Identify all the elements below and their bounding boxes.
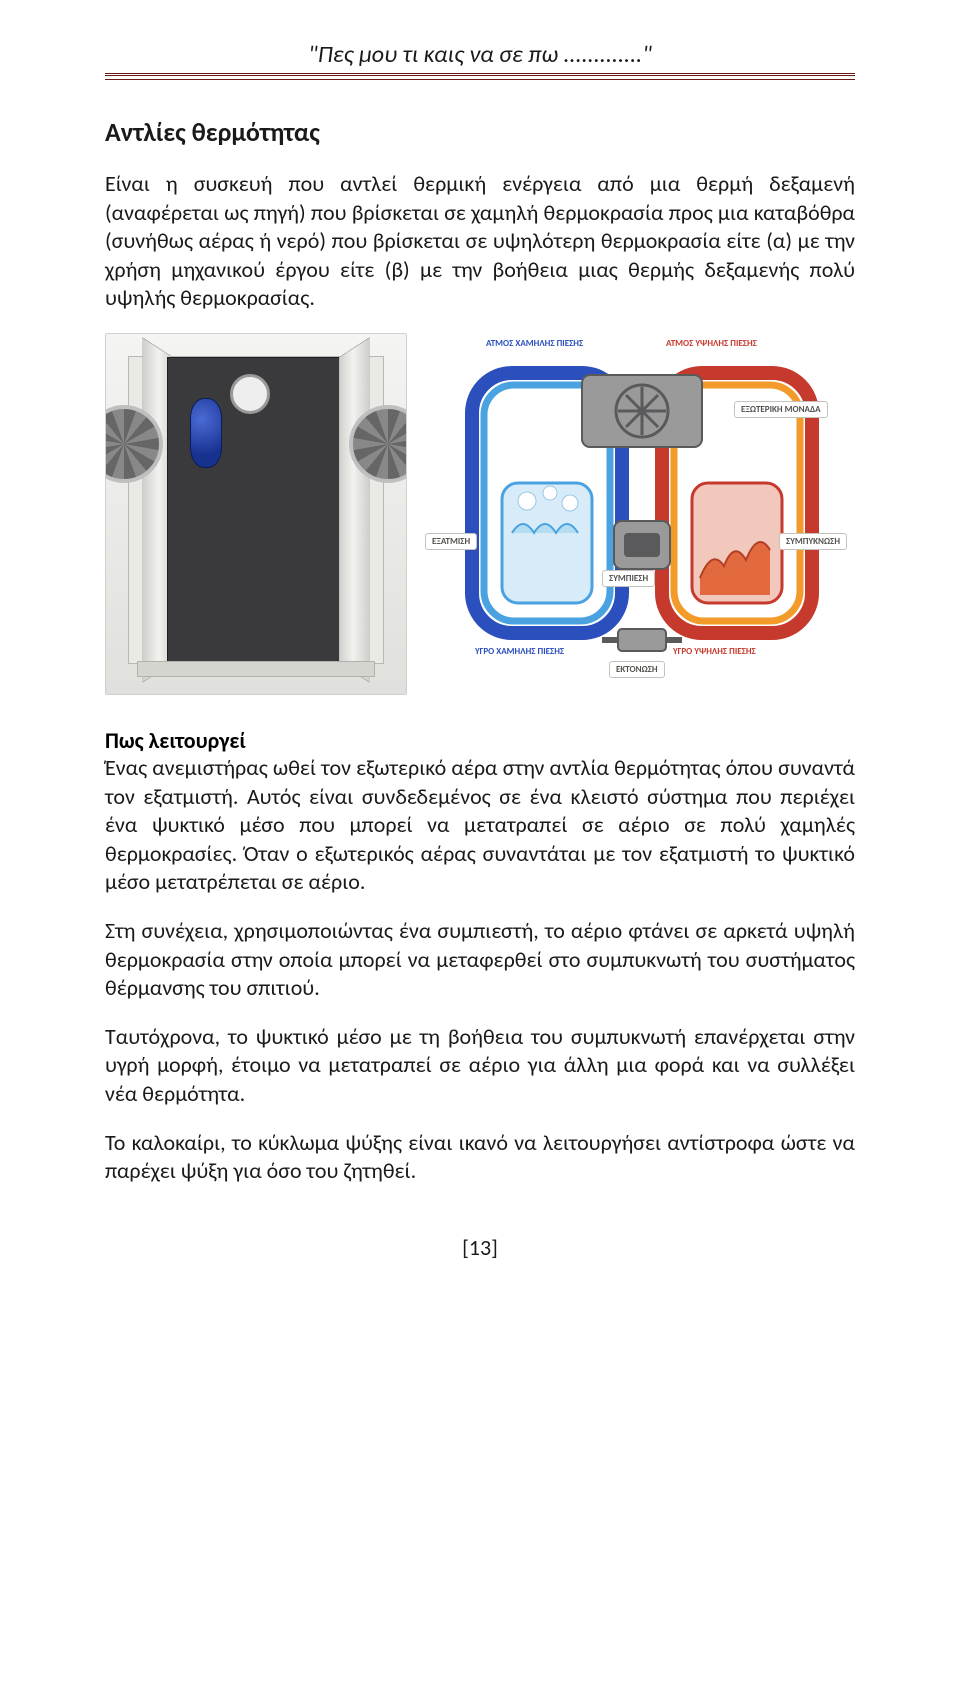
page: "Πες μου τι καις να σε πω ............."… xyxy=(0,0,960,1301)
cycle-diagram: ΑΤΜΟΣ ΧΑΜΗΛΗΣ ΠΙΕΣΗΣ ΑΤΜΟΣ ΥΨΗΛΗΣ ΠΙΕΣΗΣ… xyxy=(429,333,855,693)
gauge-icon xyxy=(230,374,270,414)
running-head: "Πες μου τι καις να σε πω ............." xyxy=(105,40,855,69)
label-high-steam: ΑΤΜΟΣ ΥΨΗΛΗΣ ΠΙΕΣΗΣ xyxy=(664,337,759,350)
heat-pump-photo xyxy=(105,333,407,695)
plinth xyxy=(137,661,375,677)
label-high-liquid: ΥΓΡΟ ΥΨΗΛΗΣ ΠΙΕΣΗΣ xyxy=(671,645,758,658)
label-outdoor-unit: ΕΞΩΤΕΡΙΚΗ ΜΟΝΑΔΑ xyxy=(734,401,828,418)
para-1: Ένας ανεμιστήρας ωθεί τον εξωτερικό αέρα… xyxy=(105,754,855,897)
para-4: Το καλοκαίρι, το κύκλωμα ψύξης είναι ικα… xyxy=(105,1129,855,1186)
label-low-steam: ΑΤΜΟΣ ΧΑΜΗΛΗΣ ΠΙΕΣΗΣ xyxy=(484,337,585,350)
top-rule xyxy=(105,73,855,80)
figure-row: ΑΤΜΟΣ ΧΑΜΗΛΗΣ ΠΙΕΣΗΣ ΑΤΜΟΣ ΥΨΗΛΗΣ ΠΙΕΣΗΣ… xyxy=(105,333,855,695)
section-title: Αντλίες θερμότητας xyxy=(105,116,855,148)
label-condensation: ΣΥΜΠΥΚΝΩΣΗ xyxy=(779,533,847,550)
label-evaporation: ΕΞΑΤΜΙΣΗ xyxy=(425,533,477,550)
para-3: Ταυτόχρονα, το ψυκτικό μέσο με τη βοήθει… xyxy=(105,1023,855,1109)
unit-core xyxy=(167,357,345,663)
cycle-svg xyxy=(429,333,855,693)
how-heading: Πως λειτουργεί xyxy=(105,727,855,754)
door-right xyxy=(339,337,370,683)
label-compression: ΣΥΜΠΙΕΣΗ xyxy=(602,570,655,587)
expansion-tank-icon xyxy=(190,398,222,468)
page-number: [13] xyxy=(105,1234,855,1261)
label-expansion: ΕΚΤΟΝΩΣΗ xyxy=(609,661,665,678)
unit-casing xyxy=(128,356,384,664)
label-low-liquid: ΥΓΡΟ ΧΑΜΗΛΗΣ ΠΙΕΣΗΣ xyxy=(473,645,566,658)
para-2: Στη συνέχεια, χρησιμοποιώντας ένα συμπιε… xyxy=(105,917,855,1003)
intro-paragraph: Είναι η συσκευή που αντλεί θερμική ενέργ… xyxy=(105,170,855,313)
